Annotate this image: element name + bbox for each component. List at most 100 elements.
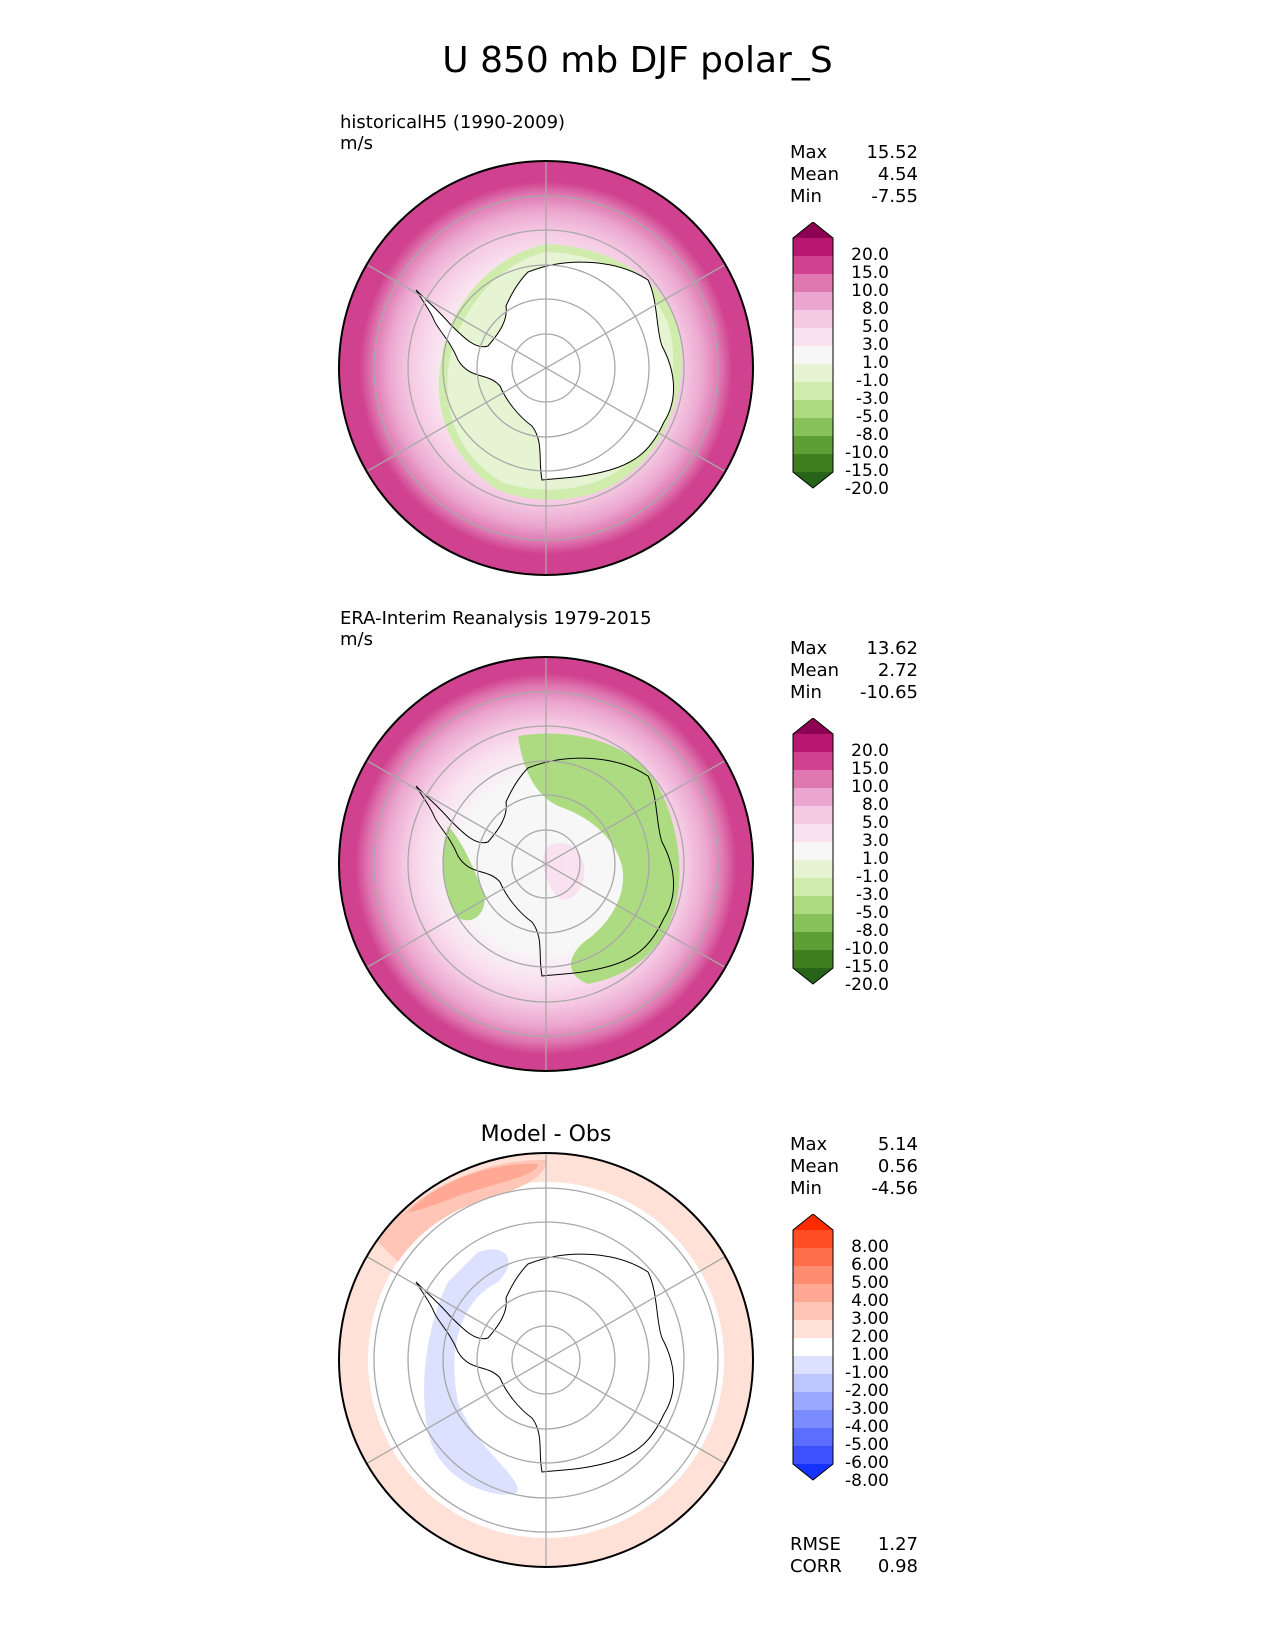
easterly-band-west [442,826,485,921]
field-colorbar-tick-label: -8.0 [855,921,889,941]
field-colorbar-tick-label: -8.0 [855,425,889,445]
diff-colorbar-tick-label: -8.00 [845,1471,889,1491]
field-colorbar-band [793,896,833,915]
antarctica-outline [415,1253,674,1473]
polar-map-model [338,160,754,576]
graticule [366,1153,726,1567]
field-colorbar-tick-label: -3.0 [855,885,889,905]
field-colorbar-band [793,328,833,347]
positive-patch [378,1159,546,1262]
positive-patch-core [408,1163,538,1212]
field-colorbar-extend-top [793,222,833,238]
diff-colorbar-tick-label: -5.00 [845,1435,889,1455]
diff-colorbar-band [793,1302,833,1321]
panel-1-units: m/s [340,133,373,154]
colorbar-diff [792,1214,834,1481]
field-colorbar-band [793,256,833,275]
field-colorbar-band [793,950,833,969]
field-colorbar-tick-label: -10.0 [845,939,889,959]
field-colorbar-band [793,418,833,437]
negative-patch [424,1249,518,1495]
polar-map-obs [338,656,754,1072]
field-colorbar-band [793,788,833,807]
field-colorbar-outline [792,718,834,985]
field-colorbar-tick-label: -5.0 [855,903,889,923]
field-colorbar-band [793,346,833,365]
westerly-patch [542,842,585,900]
field-colorbar-tick-label: -20.0 [845,975,889,995]
field-colorbar-tick-label: 10.0 [851,777,889,797]
field-colorbar-band [793,914,833,933]
field-colorbar-tick-label: 5.0 [861,813,889,833]
field-colorbar-tick-label: -10.0 [845,443,889,463]
stat-value: 0.56 [877,1156,918,1177]
field-colorbar-band [793,454,833,473]
field-colorbar-band [793,734,833,753]
diff-colorbar-tick-label: 2.00 [851,1327,889,1347]
diff-colorbar-tick-label: -3.00 [845,1399,889,1419]
field-colorbar-tick-label: 5.0 [861,317,889,337]
field-colorbar-tick-label: 20.0 [851,245,889,265]
field-colorbar-band [793,824,833,843]
stat-label: Min [790,1178,822,1199]
figure-title: U 850 mb DJF polar_S [442,40,833,81]
field-colorbar-band [793,770,833,789]
stat-value: -4.56 [871,1178,918,1199]
panel-1-title-line-1: historicalH5 (1990-2009) [340,112,566,133]
metric-label: CORR [790,1556,842,1577]
field-colorbar-band [793,310,833,329]
diff-colorbar-band [793,1356,833,1375]
diff-colorbar-extend-bottom [793,1464,833,1480]
field-colorbar-tick-label: 10.0 [851,281,889,301]
field-colorbar-tick-label: -1.0 [855,371,889,391]
diff-colorbar-tick-label: 8.00 [851,1237,889,1257]
field-colorbar-band [793,274,833,293]
field-colorbar-tick-label: -1.0 [855,867,889,887]
field-colorbar-tick-label: -20.0 [845,479,889,499]
diff-colorbar-band [793,1266,833,1285]
field-colorbar-extend-bottom [793,968,833,984]
diff-colorbar-tick-label: 3.00 [851,1309,889,1329]
field-colorbar-tick-label: 8.0 [861,795,889,815]
field-colorbar-band [793,364,833,383]
diff-colorbar-band [793,1230,833,1249]
map-border [338,656,754,1072]
colorbar-field-1 [792,222,834,489]
diff-colorbar-tick-label: -2.00 [845,1381,889,1401]
field-colorbar-tick-label: 15.0 [851,263,889,283]
stat-value: -10.65 [859,682,918,703]
field-colorbar-band [793,932,833,951]
graticule [366,657,726,1071]
field-colorbar-tick-label: -3.0 [855,389,889,409]
diff-colorbar-tick-label: -4.00 [845,1417,889,1437]
field-colorbar-band [793,238,833,257]
panel-3-stats: Max 5.14 Mean 0.56 Min -4.56 [790,1134,918,1200]
field-colorbar-band [793,292,833,311]
diff-colorbar-band [793,1428,833,1447]
graticule [366,161,726,575]
panel-2-title: ERA-Interim Reanalysis 1979-2015 m/s [340,608,652,650]
field-colorbar-tick-label: -15.0 [845,461,889,481]
diff-colorbar-band [793,1410,833,1429]
stat-label: Mean [790,660,840,681]
diff-colorbar-tick-label: -6.00 [845,1453,889,1473]
diff-colorbar-band [793,1338,833,1357]
panel-2-units: m/s [340,629,373,650]
stat-label: Max [790,1134,828,1155]
stat-value: 2.72 [877,660,918,681]
diff-colorbar-band [793,1248,833,1267]
field-colorbar-tick-label: 3.0 [861,335,889,355]
panel-1-title: historicalH5 (1990-2009) m/s [340,112,565,154]
diff-colorbar-band [793,1284,833,1303]
diff-colorbar-tick-label: 4.00 [851,1291,889,1311]
field-colorbar-extend-top [793,718,833,734]
polar-map-diff [338,1152,754,1568]
panel-2-stats: Max 13.62 Mean 2.72 Min -10.65 [790,638,918,704]
panel-2-title-line-1: ERA-Interim Reanalysis 1979-2015 [340,608,652,629]
metric-label: RMSE [790,1534,841,1555]
field-colorbar-band [793,382,833,401]
stat-label: Mean [790,164,840,185]
diff-colorbar-extend-top [793,1214,833,1230]
field-colorbar-tick-label: -15.0 [845,957,889,977]
field-colorbar-band [793,752,833,771]
